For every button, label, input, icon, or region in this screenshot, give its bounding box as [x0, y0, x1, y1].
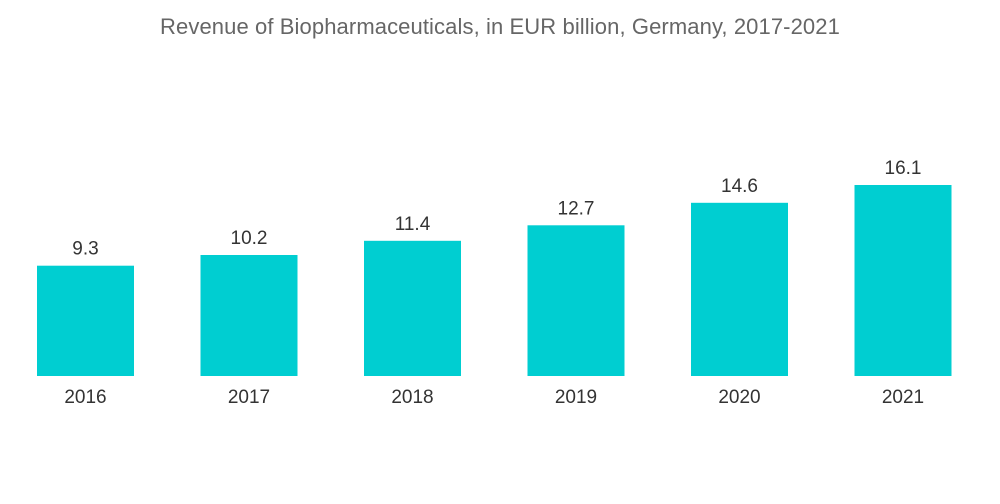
- x-tick-label-2017: 2017: [228, 387, 270, 408]
- chart-title: Revenue of Biopharmaceuticals, in EUR bi…: [160, 14, 840, 39]
- value-label-2018: 11.4: [395, 214, 431, 235]
- bar-2019: [527, 225, 625, 376]
- bars-layer: [37, 185, 952, 376]
- value-label-2017: 10.2: [231, 228, 268, 249]
- x-tick-label-2016: 2016: [64, 387, 106, 408]
- value-label-2016: 9.3: [72, 239, 98, 260]
- bar-2018: [364, 240, 461, 376]
- value-labels-layer: 9.3 10.2 11.4 12.7 14.6 16.1: [72, 158, 921, 260]
- bar-2020: [691, 202, 788, 376]
- value-label-2021: 16.1: [885, 158, 922, 179]
- x-axis-tick-labels: 2016 2017 2018 2019 2020 2021: [64, 387, 924, 408]
- x-tick-label-2018: 2018: [391, 387, 433, 408]
- x-tick-label-2019: 2019: [555, 387, 597, 408]
- x-tick-label-2020: 2020: [718, 387, 760, 408]
- bar-2017: [200, 255, 298, 376]
- x-tick-label-2021: 2021: [882, 387, 924, 408]
- value-label-2020: 14.6: [721, 176, 758, 197]
- bar-2021: [854, 185, 952, 376]
- bar-2016: [37, 265, 134, 376]
- value-label-2019: 12.7: [558, 198, 595, 219]
